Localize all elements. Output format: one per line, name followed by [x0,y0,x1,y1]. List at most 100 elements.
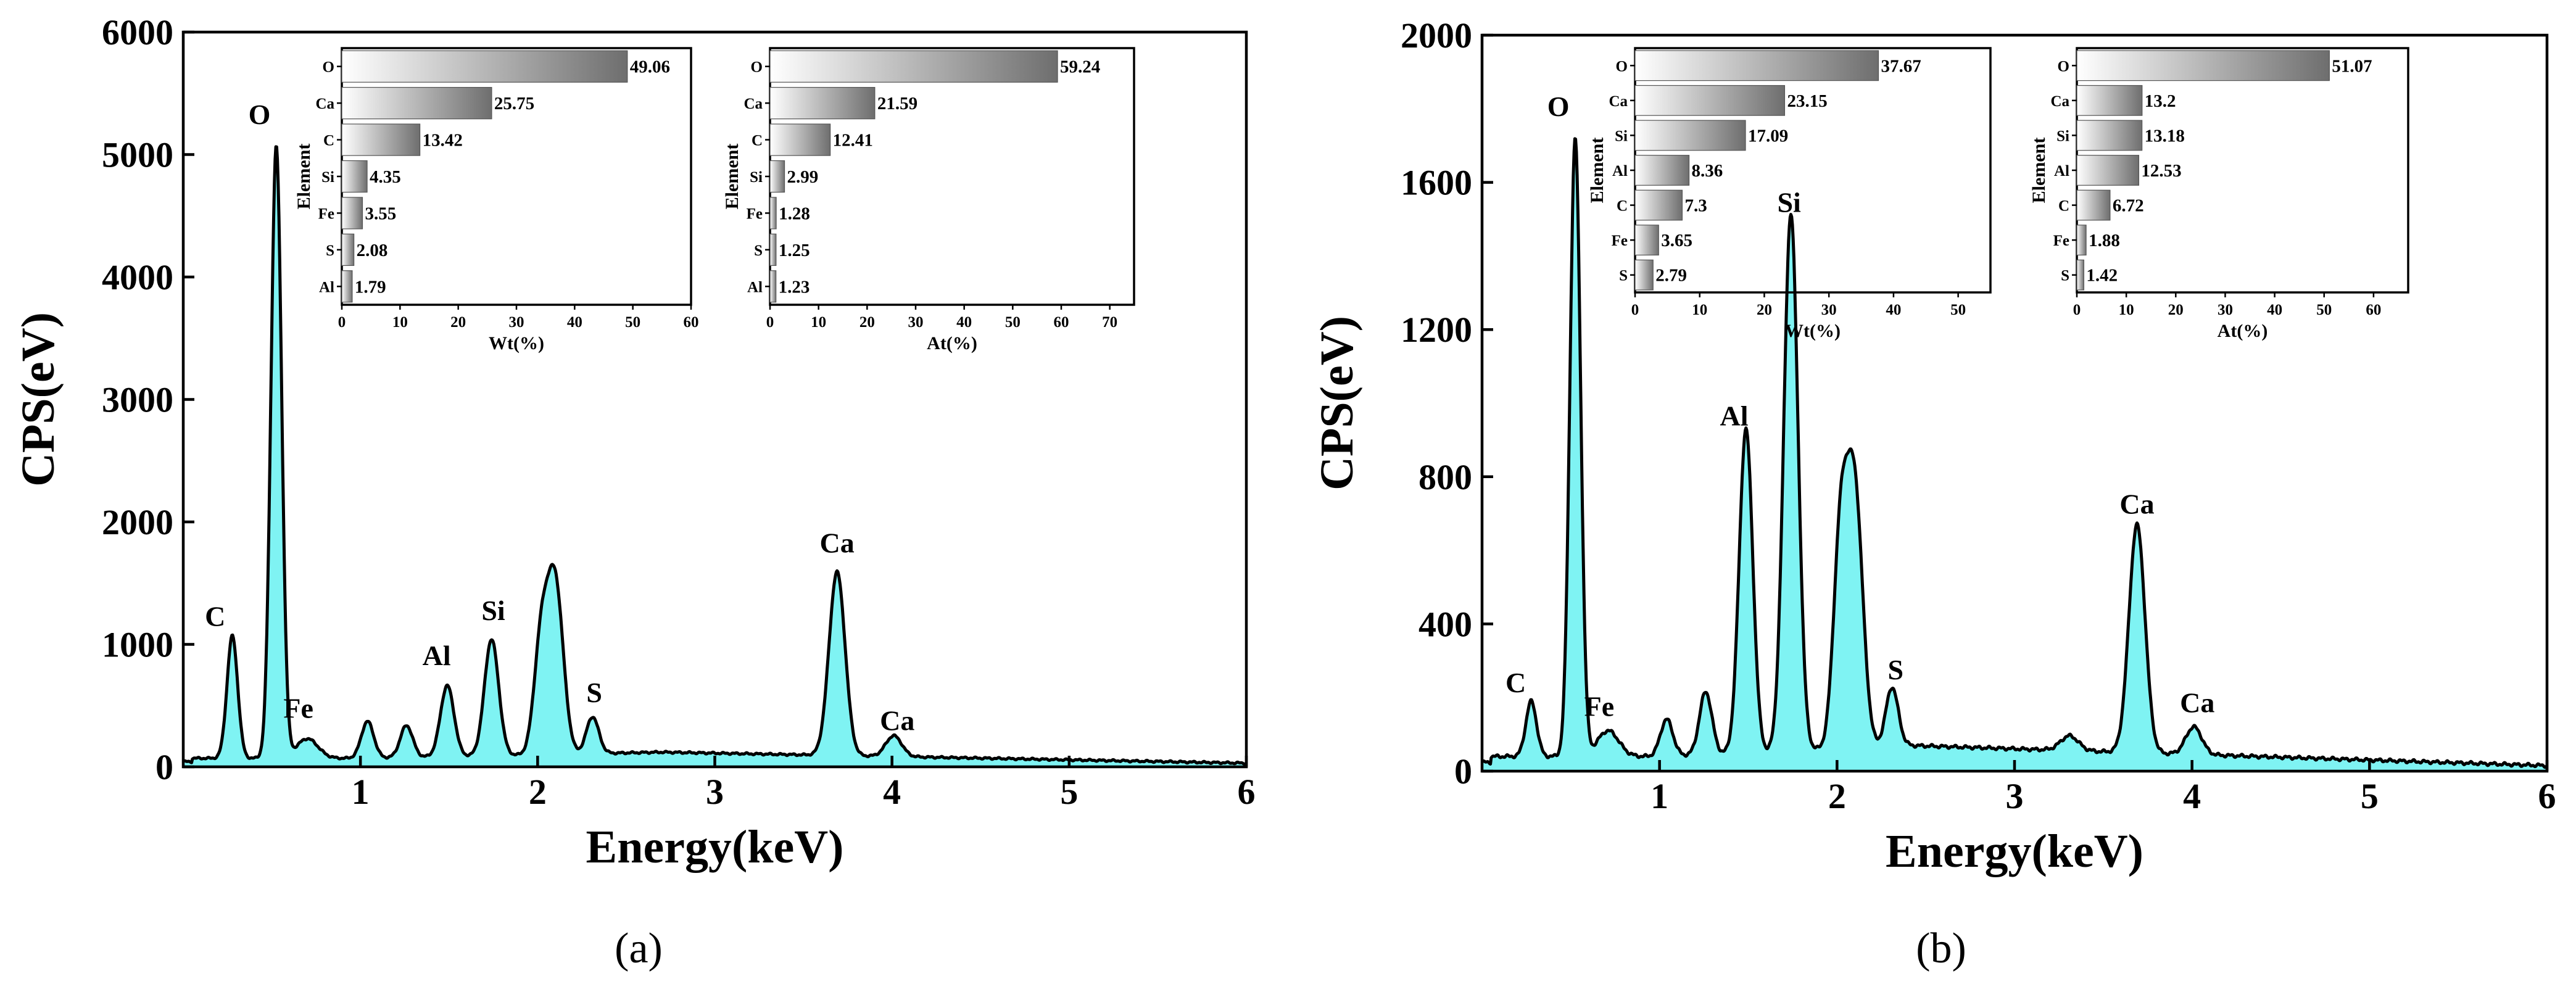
y-tick-label: 400 [1418,604,1472,644]
inset-x-tick-label: 40 [956,314,972,331]
bar-value-label: 8.36 [1692,161,1723,181]
element-label: Fe [318,205,334,222]
panel-b-spectrum-chart: 1 2 3 4 5 60400800120016002000Energy(keV)CPS(… [1311,15,2556,972]
inset-x-tick-label: 60 [2366,302,2381,318]
element-bar [2076,189,2111,221]
inset-x-tick-label: 0 [2073,302,2081,318]
y-tick-label: 0 [155,747,173,787]
inset-x-tick-label: 20 [1757,302,1772,318]
element-bar [1634,225,1659,256]
peak-label: Al [1720,400,1748,431]
element-label: Ca [1609,93,1628,110]
bar-value-label: 1.23 [779,277,810,297]
element-label: O [2058,58,2069,75]
peak-label: Si [1777,186,1801,218]
bar-value-label: 7.3 [1684,196,1707,216]
y-tick-label: 3000 [102,380,173,420]
bar-value-label: 1.79 [355,277,386,297]
inset-x-tick-label: 10 [2119,302,2134,318]
bar-value-label: 3.55 [365,204,396,223]
inset-x-tick-label: 70 [1102,314,1117,331]
bar-value-label: 1.25 [779,241,810,260]
bar-value-label: 2.79 [1655,266,1687,286]
inset-x-tick-label: 10 [1692,302,1707,318]
panel-caption: (a) [615,925,663,972]
x-tick-label: 2 [1828,776,1846,816]
y-tick-label: 1600 [1401,163,1472,203]
element-bar [1634,155,1690,186]
inset-x-axis-label: Wt(%) [489,333,544,353]
element-label: S [754,242,763,259]
element-label: O [323,59,334,76]
element-label: S [326,242,334,259]
inset-x-axis-label: At(%) [927,333,977,353]
inset-x-tick-label: 0 [1631,302,1639,318]
peak-label: Ca [820,527,855,559]
peak-label: Ca [2119,488,2154,519]
element-bar [2076,155,2140,186]
inset-x-tick-label: 40 [1886,302,1901,318]
element-label: O [1616,58,1628,75]
inset-x-tick-label: 10 [811,314,826,331]
inset-x-tick-label: 30 [2218,302,2233,318]
element-bar [2076,120,2143,151]
element-bar [341,233,355,267]
element-bar [341,270,353,303]
peak-label: Al [423,640,451,671]
spectrum-line [1480,137,2548,769]
element-label: Si [750,169,763,186]
element-bar [1634,50,1879,81]
element-label: O [751,59,763,76]
y-tick-label: 2000 [1401,15,1472,56]
peak-label: O [249,99,271,130]
inset-y-axis-label: Element [294,144,314,210]
inset-x-tick-label: 10 [392,314,408,331]
element-bar [769,50,1058,83]
element-bar [1634,120,1746,151]
bar-value-label: 51.07 [2332,56,2372,76]
inset-frame [769,47,1135,306]
element-label: Al [2054,163,2069,180]
peak-label: Ca [880,705,914,736]
element-bar [341,86,492,120]
bar-value-label: 2.08 [357,241,388,260]
spectrum-area [1482,138,2547,771]
y-tick-label: 6000 [102,12,173,52]
x-axis-label: Energy(keV) [586,821,844,873]
inset-x-tick-label: 0 [766,314,774,331]
inset-x-axis-label: Wt(%) [1785,321,1841,341]
x-tick-label: 5 [1060,772,1078,812]
bar-value-label: 1.42 [2086,266,2118,286]
element-label: Al [1612,163,1628,180]
bar-value-label: 3.65 [1661,231,1692,250]
element-label: Fe [1612,233,1628,249]
bar-value-label: 13.2 [2145,91,2176,111]
bar-value-label: 37.67 [1881,56,1921,76]
element-bar [769,233,777,267]
peak-label: S [586,677,602,708]
inset-x-tick-label: 40 [2267,302,2282,318]
panel-caption: (b) [1916,925,1966,972]
element-label: Ca [2050,93,2069,110]
inset-x-tick-label: 20 [859,314,875,331]
element-bar [341,197,363,229]
peak-label: Ca [2180,687,2214,719]
x-tick-label: 4 [2183,776,2201,816]
y-tick-label: 4000 [102,257,173,297]
x-axis-label: Energy(keV) [1886,825,2143,877]
y-tick-label: 1200 [1401,310,1472,350]
inset-x-tick-label: 60 [1054,314,1069,331]
bar-value-label: 49.06 [630,57,670,77]
element-label: Si [2056,128,2069,144]
inset-y-axis-label: Element [1587,138,1607,204]
inset-x-tick-label: 40 [567,314,582,331]
bar-value-label: 21.59 [877,94,917,114]
element-label: C [2058,198,2069,215]
x-tick-label: 3 [706,772,724,812]
element-bar [769,160,785,193]
bar-value-label: 25.75 [494,94,534,114]
element-label: Fe [2053,233,2069,249]
element-bar [769,270,777,303]
bar-value-label: 59.24 [1060,57,1100,77]
